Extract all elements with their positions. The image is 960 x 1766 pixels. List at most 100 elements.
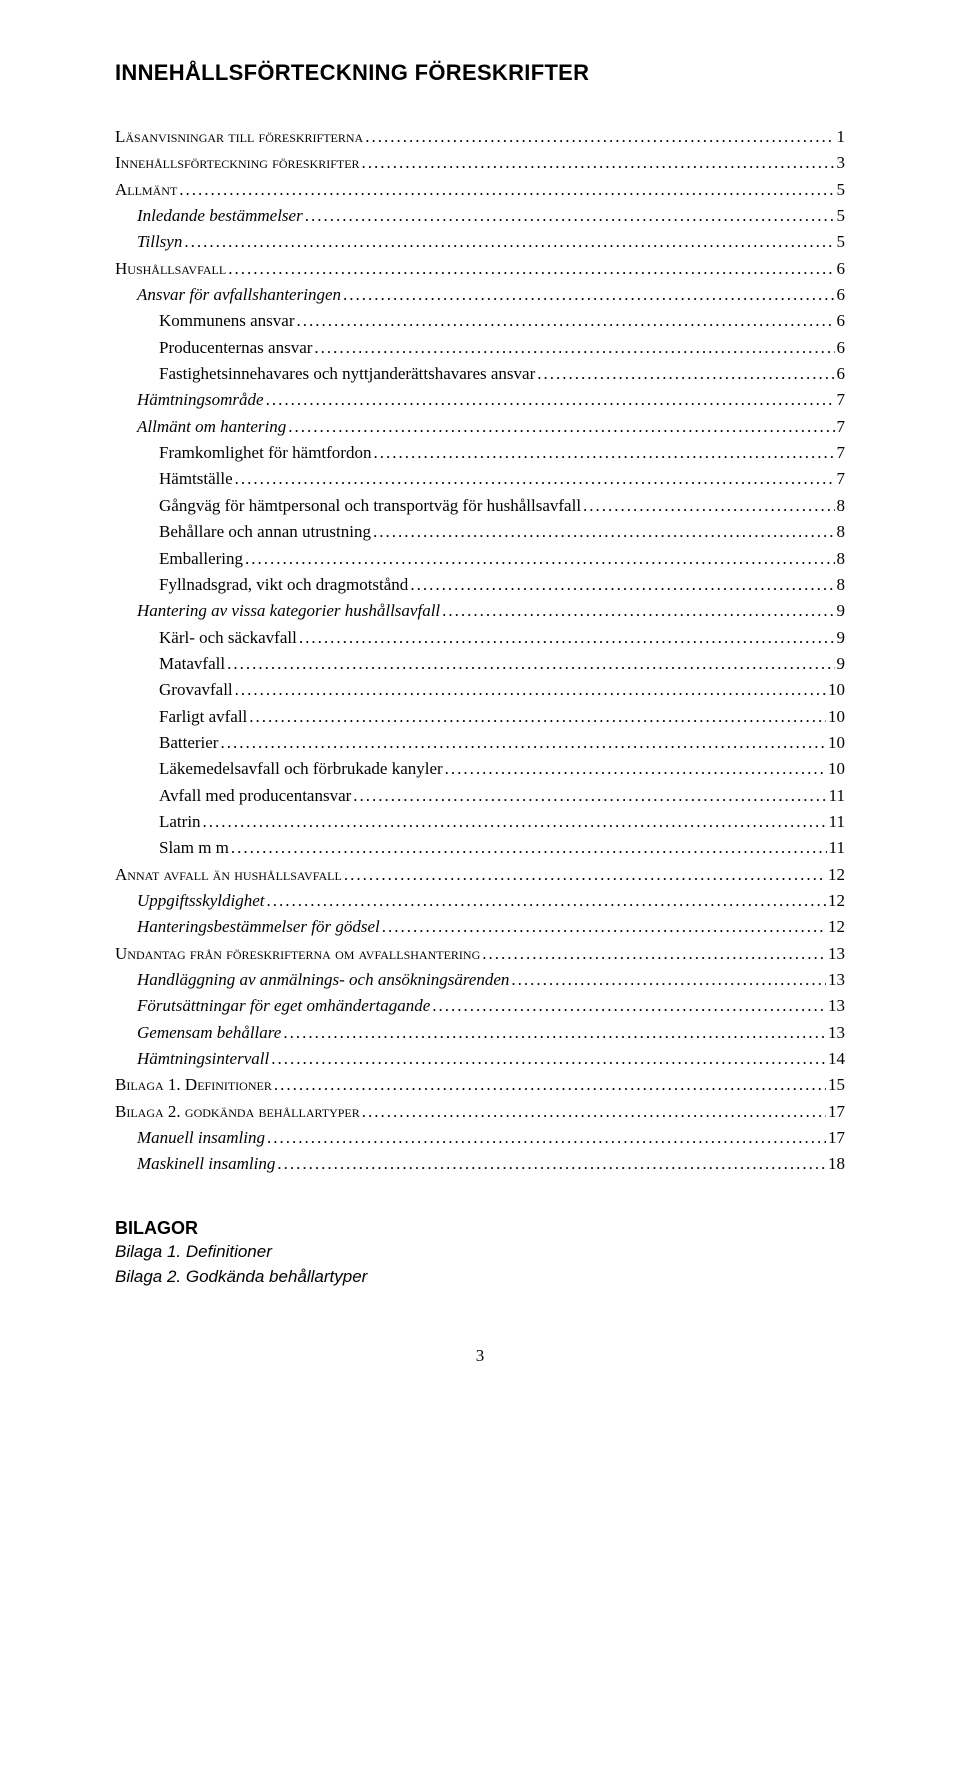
toc-row: Matavfall9 [115,651,845,677]
toc-page: 6 [837,335,846,361]
toc-row: Kommunens ansvar6 [115,308,845,334]
toc-leader [297,308,835,334]
toc-leader [267,1125,826,1151]
toc-page: 12 [828,914,845,940]
toc-page: 14 [828,1046,845,1072]
bilagor-heading: BILAGOR [115,1218,845,1239]
toc-page: 6 [837,308,846,334]
toc-page: 6 [837,361,846,387]
toc-page: 13 [828,941,845,967]
toc-label: Producenternas ansvar [115,335,312,361]
bilagor-line: Bilaga 2. Godkända behållartyper [115,1264,845,1290]
toc-label: Uppgiftsskyldighet [115,888,264,914]
toc-leader [203,809,827,835]
toc-page: 10 [828,730,845,756]
toc-page: 7 [837,387,846,413]
toc-leader [179,177,834,203]
toc-label: Hanteringsbestämmelser för gödsel [115,914,380,940]
toc-page: 18 [828,1151,845,1177]
toc-page: 5 [837,177,846,203]
toc-leader [227,651,834,677]
toc-leader [245,546,834,572]
toc-label: Emballering [115,546,243,572]
toc-leader [362,150,835,176]
toc-page: 9 [837,598,846,624]
toc-leader [184,229,834,255]
toc-row: Ansvar för avfallshanteringen6 [115,282,845,308]
toc-leader [353,783,826,809]
toc-leader [583,493,834,519]
toc-label: Hämtställe [115,466,233,492]
toc-leader [220,730,826,756]
toc-label: Farligt avfall [115,704,247,730]
toc-page: 17 [828,1125,845,1151]
toc-label: Gångväg för hämtpersonal och transportvä… [115,493,581,519]
table-of-contents: Läsanvisningar till föreskrifterna 1Inneh… [115,124,845,1178]
toc-row: Allmänt5 [115,177,845,203]
toc-row: Behållare och annan utrustning8 [115,519,845,545]
bilagor-section: BILAGOR Bilaga 1. DefinitionerBilaga 2. … [115,1218,845,1290]
toc-row: Hämtställe7 [115,466,845,492]
toc-leader [482,941,826,967]
toc-page: 8 [837,546,846,572]
toc-label: Fastighetsinnehavares och nyttjanderätts… [115,361,535,387]
toc-row: Bilaga 1. Definitioner15 [115,1072,845,1098]
toc-leader [249,704,826,730]
toc-label: Framkomlighet för hämtfordon [115,440,371,466]
toc-label: Kärl- och säckavfall [115,625,297,651]
toc-label: Läsanvisningar till föreskrifterna [115,124,363,150]
toc-page: 11 [829,835,845,861]
toc-page: 13 [828,1020,845,1046]
toc-page: 8 [837,493,846,519]
toc-leader [266,888,826,914]
toc-leader [410,572,834,598]
toc-row: Kärl- och säckavfall 9 [115,625,845,651]
toc-label: Hantering av vissa kategorier hushållsav… [115,598,440,624]
toc-leader [266,387,835,413]
toc-page: 3 [837,150,846,176]
toc-row: Tillsyn5 [115,229,845,255]
toc-page: 12 [828,888,845,914]
toc-row: Maskinell insamling18 [115,1151,845,1177]
toc-leader [537,361,834,387]
toc-page: 7 [837,440,846,466]
toc-page: 11 [829,809,845,835]
toc-page: 5 [837,203,846,229]
toc-row: Innehållsförteckning föreskrifter3 [115,150,845,176]
toc-label: Annat avfall än hushållsavfall [115,862,342,888]
toc-label: Tillsyn [115,229,182,255]
toc-row: Gemensam behållare 13 [115,1020,845,1046]
toc-leader [432,993,826,1019]
toc-label: Manuell insamling [115,1125,265,1151]
toc-page: 10 [828,704,845,730]
toc-row: Gångväg för hämtpersonal och transportvä… [115,493,845,519]
toc-label: Allmänt om hantering [115,414,286,440]
toc-leader [228,256,834,282]
toc-row: Läsanvisningar till föreskrifterna 1 [115,124,845,150]
toc-label: Hushållsavfall [115,256,226,282]
toc-leader [305,203,835,229]
toc-label: Gemensam behållare [115,1020,281,1046]
toc-row: Fyllnadsgrad, vikt och dragmotstånd8 [115,572,845,598]
toc-row: Slam m m11 [115,835,845,861]
toc-label: Behållare och annan utrustning [115,519,371,545]
toc-label: Fyllnadsgrad, vikt och dragmotstånd [115,572,408,598]
toc-page: 17 [828,1099,845,1125]
toc-page: 12 [828,862,845,888]
toc-leader [271,1046,826,1072]
toc-leader [382,914,826,940]
toc-leader [277,1151,826,1177]
toc-leader [365,124,834,150]
toc-page: 10 [828,756,845,782]
toc-leader [343,282,835,308]
toc-page: 1 [837,124,846,150]
toc-page: 9 [837,651,846,677]
toc-page: 9 [837,625,846,651]
toc-leader [231,835,827,861]
toc-row: Avfall med producentansvar 11 [115,783,845,809]
toc-label: Avfall med producentansvar [115,783,351,809]
toc-row: Fastighetsinnehavares och nyttjanderätts… [115,361,845,387]
toc-row: Inledande bestämmelser5 [115,203,845,229]
toc-leader [511,967,826,993]
toc-page: 11 [829,783,845,809]
